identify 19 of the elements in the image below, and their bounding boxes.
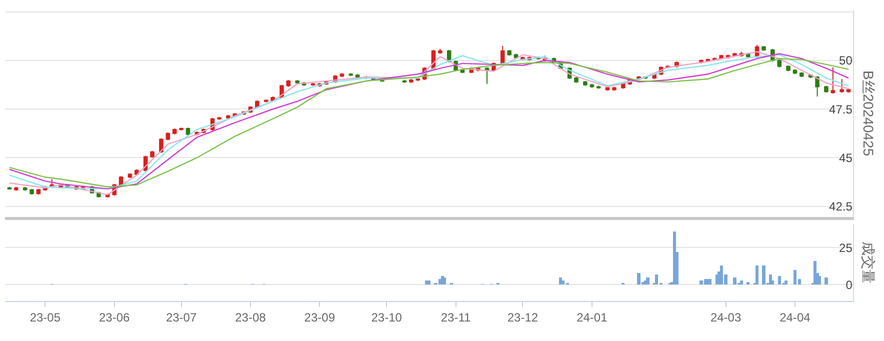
y-tick-label: 47.5 [829,102,853,116]
y-axis-title: 成交量 [860,242,876,284]
x-tick-label: 23-08 [235,310,266,324]
x-tick-label: 24-01 [576,310,608,324]
x-tick-label: 24-03 [710,310,742,324]
x-tick-label: 23-05 [30,310,61,324]
y-tick-label: 0 [846,278,853,292]
x-tick-label: 23-07 [166,310,197,324]
y-axis-title: B丝20240425 [860,70,876,156]
x-tick-label: 23-09 [304,310,336,324]
y-tick-label: 25 [839,240,853,255]
x-tick-label: 23-12 [507,310,538,324]
x-tick-label: 24-04 [780,310,811,324]
y-tick-label: 45 [839,150,853,165]
y-tick-label: 50 [839,54,853,68]
x-tick-label: 23-06 [99,310,130,324]
x-tick-label: 23-10 [371,310,402,324]
y-tick-label: 42.5 [829,200,853,214]
x-tick-label: 23-11 [440,310,471,324]
